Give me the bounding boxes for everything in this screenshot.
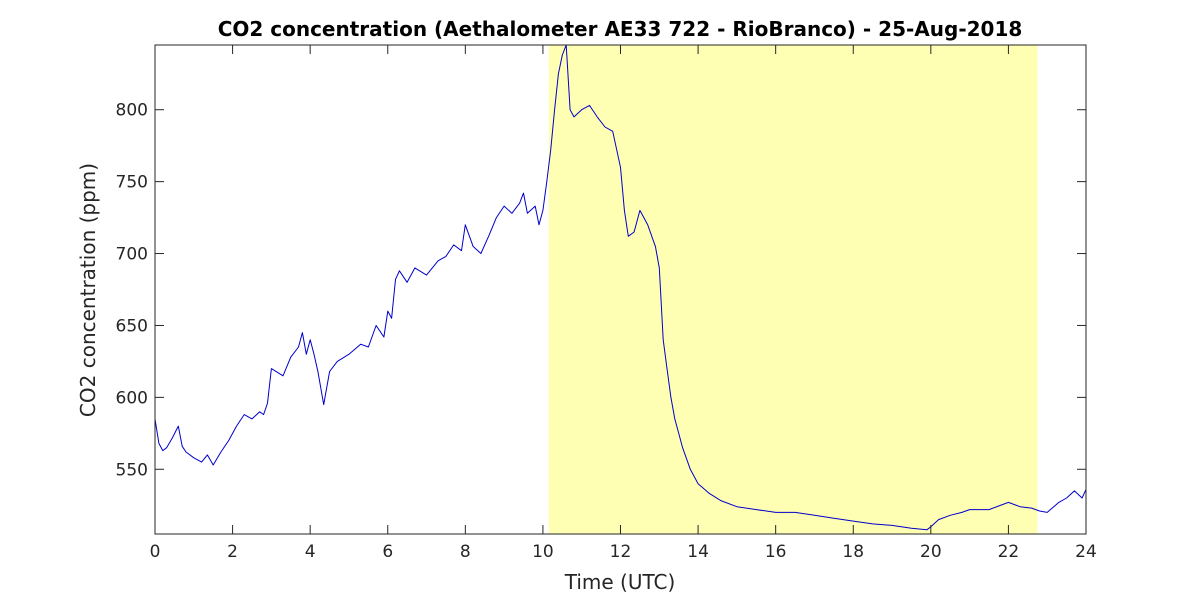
x-tick-label: 14: [687, 542, 709, 562]
x-tick-label: 22: [998, 542, 1020, 562]
daylight-shading-layer: [548, 45, 1038, 534]
x-axis-label: Time (UTC): [564, 570, 676, 594]
chart-title: CO2 concentration (Aethalometer AE33 722…: [218, 17, 1023, 41]
x-tick-label: 6: [382, 542, 393, 562]
series-layer: [154, 44, 1087, 531]
x-tick-label: 4: [305, 542, 316, 562]
y-axis-label: CO2 concentration (ppm): [76, 163, 100, 417]
x-tick-label: 12: [610, 542, 632, 562]
x-tick-label: 20: [920, 542, 942, 562]
y-tick-label: 650: [116, 316, 148, 336]
y-tick-label: 800: [116, 101, 148, 121]
series-line-0: [154, 44, 1087, 531]
x-tick-label: 10: [532, 542, 554, 562]
y-tick-label: 700: [116, 245, 148, 265]
daylight-shading: [548, 45, 1038, 534]
x-tick-label: 2: [227, 542, 238, 562]
y-tick-label: 600: [116, 388, 148, 408]
y-tick-label: 750: [116, 173, 148, 193]
x-tick-label: 18: [842, 542, 864, 562]
x-tick-label: 16: [765, 542, 787, 562]
x-tick-label: 8: [460, 542, 471, 562]
x-tick-label: 24: [1075, 542, 1097, 562]
x-tick-label: 0: [150, 542, 161, 562]
y-tick-label: 550: [116, 460, 148, 480]
